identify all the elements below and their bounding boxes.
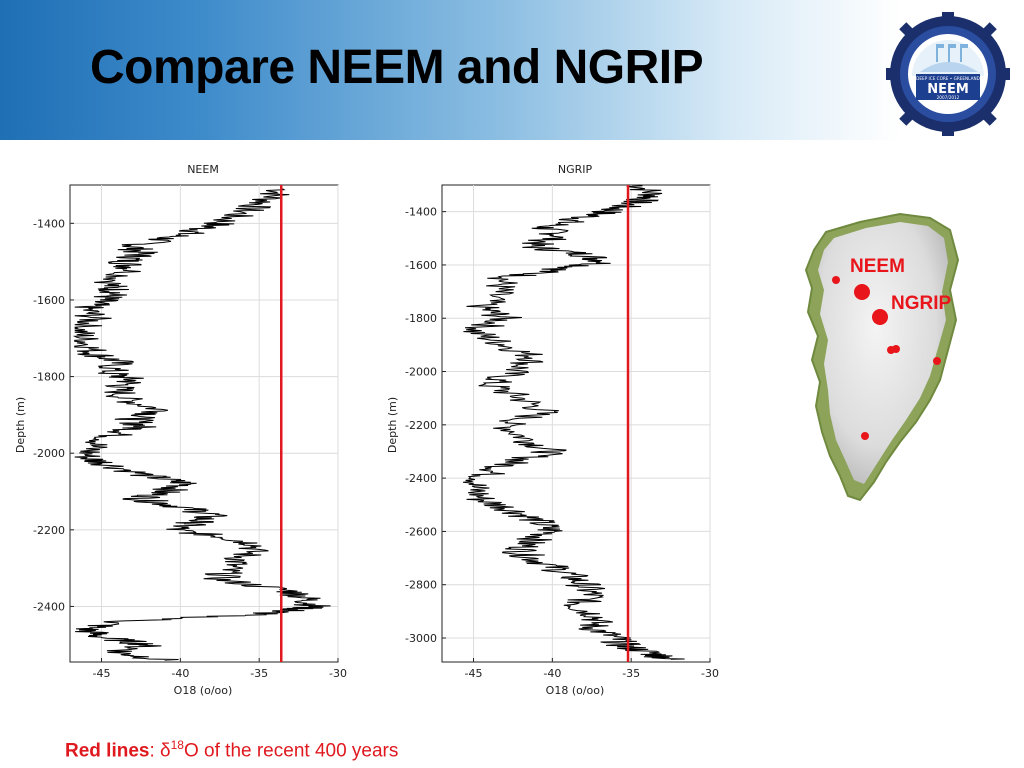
site-dot	[861, 432, 869, 440]
greenland-map: NEEM NGRIP	[804, 212, 960, 502]
neem-logo: DEEP ICE CORE • GREENLAND NEEM 2007/2012	[886, 12, 1010, 136]
caption-rest: O of the recent 400 years	[183, 740, 399, 762]
neem-ytick-label: -2400	[33, 600, 65, 613]
ngrip-ytick-label: -2400	[405, 472, 437, 485]
caption: Red lines: δ18O of the recent 400 years	[65, 738, 398, 762]
caption-bold: Red lines	[65, 740, 150, 762]
neem-ytick-label: -2000	[33, 447, 65, 460]
neem-xtick-label: -45	[93, 667, 111, 680]
ngrip-chart: NGRIP O18 (o/oo) Depth (m) -45 -40 -35 -30-…	[386, 163, 719, 697]
ngrip-ytick-label: -3000	[405, 632, 437, 645]
ngrip-ylabel: Depth (m)	[386, 397, 399, 453]
ngrip-xtick-label: -35	[622, 667, 640, 680]
header-banner	[0, 0, 1024, 140]
greenland-ice-sheet	[818, 222, 948, 484]
neem-xtick-label: -35	[250, 667, 268, 680]
logo-years: 2007/2012	[937, 95, 960, 100]
logo-flags-icon	[936, 44, 968, 62]
neem-ytick-label: -1400	[33, 217, 65, 230]
neem-chart-title: NEEM	[187, 163, 219, 176]
logo-top-text: DEEP ICE CORE • GREENLAND	[916, 76, 980, 81]
ngrip-chart-title: NGRIP	[558, 163, 593, 176]
ngrip-ytick-label: -2000	[405, 366, 437, 379]
ngrip-site-dot	[872, 309, 888, 325]
neem-ytick-label: -1600	[33, 294, 65, 307]
ngrip-ytick-label: -2600	[405, 525, 437, 538]
ngrip-plot-area: -45 -40 -35 -30 -1400 -1600 -1800 -2000 -2200 -24…	[405, 184, 719, 680]
logo-gear-teeth	[886, 12, 1010, 136]
ngrip-xtick-label: -45	[465, 667, 483, 680]
neem-xlabel: O18 (o/oo)	[174, 684, 233, 697]
neem-plot-area: -45 -40 -35 -30 -1400 -1600 -1800 -2000 -2200 -24…	[33, 184, 347, 680]
neem-xtick-label: -40	[171, 667, 189, 680]
ngrip-xlabel: O18 (o/oo)	[546, 684, 605, 697]
site-dot	[832, 276, 840, 284]
ngrip-map-label: NGRIP	[891, 293, 952, 314]
neem-ylabel: Depth (m)	[14, 397, 27, 453]
neem-ytick-label: -1800	[33, 371, 65, 384]
site-dot	[933, 357, 941, 365]
ngrip-xtick-label: -30	[701, 667, 719, 680]
ngrip-ytick-label: -1800	[405, 312, 437, 325]
neem-map-label: NEEM	[850, 256, 905, 277]
ngrip-series-line	[462, 184, 685, 660]
neem-ytick-label: -2200	[33, 524, 65, 537]
ngrip-ytick-label: -1600	[405, 259, 437, 272]
ngrip-xtick-label: -40	[543, 667, 561, 680]
neem-plot-frame	[69, 184, 339, 663]
logo-ice	[920, 62, 978, 72]
caption-sup: 18	[170, 738, 184, 752]
caption-delta: δ	[160, 740, 171, 762]
caption-sep: :	[149, 740, 161, 762]
neem-chart: NEEM O18 (o/oo) Depth (m) -45 -40 -35 -30 -1…	[14, 163, 347, 697]
neem-site-dot	[854, 284, 870, 300]
ngrip-ytick-label: -2800	[405, 579, 437, 592]
neem-series-line	[72, 188, 331, 661]
site-dot	[892, 345, 900, 353]
ngrip-ytick-label: -2200	[405, 419, 437, 432]
slide-title: Compare NEEM and NGRIP	[90, 41, 704, 94]
logo-name: NEEM	[927, 82, 969, 97]
neem-xtick-label: -30	[329, 667, 347, 680]
ngrip-ytick-label: -1400	[405, 206, 437, 219]
logo-band	[916, 74, 980, 100]
